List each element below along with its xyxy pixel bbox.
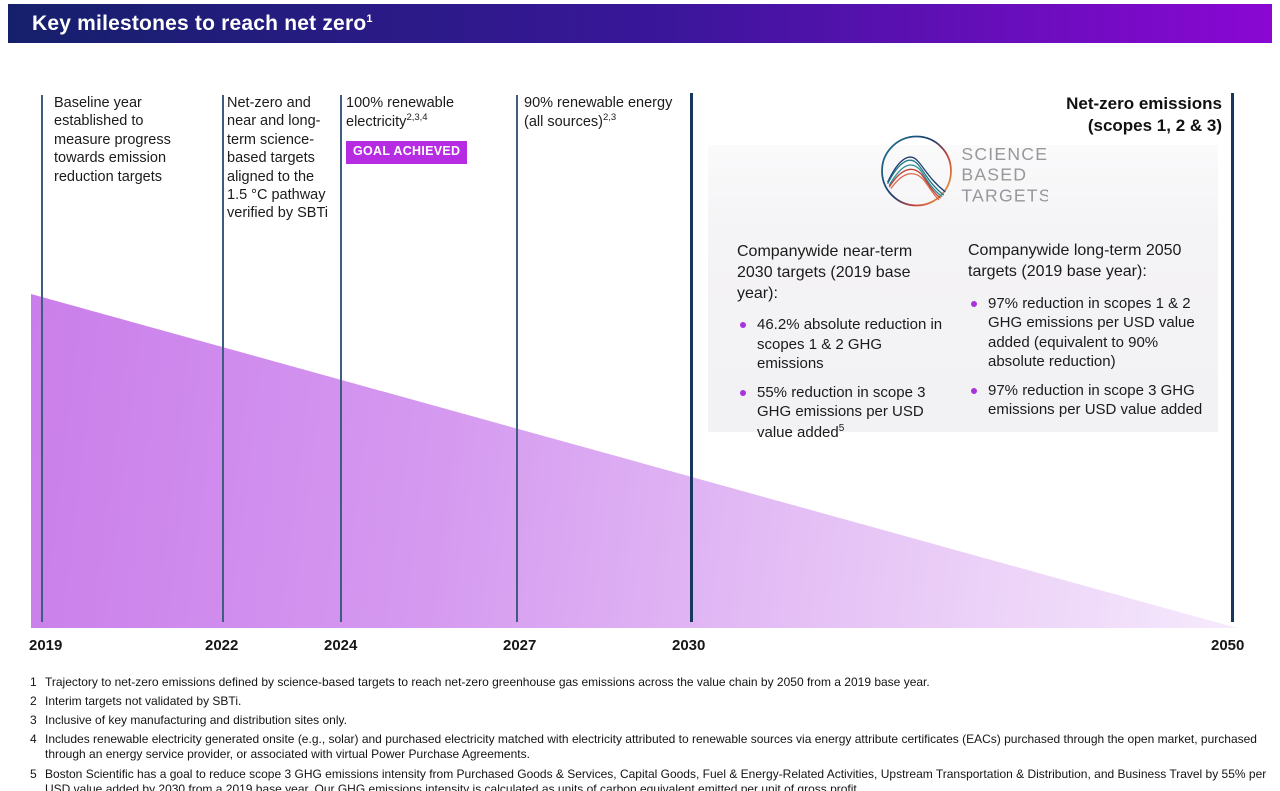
timeline-line-2027 [516, 95, 518, 622]
footnote-4-text: Includes renewable electricity generated… [45, 732, 1257, 762]
footnote-5-text: Boston Scientific has a goal to reduce s… [45, 766, 1267, 791]
footnote-1: 1 Trajectory to net-zero emissions defin… [30, 675, 1270, 690]
footnote-5: 5 Boston Scientific has a goal to reduce… [30, 767, 1270, 791]
timeline-line-2019 [41, 95, 43, 622]
bullet-icon [971, 387, 977, 394]
near-term-bullet-2-footnote-ref: 5 [838, 422, 845, 434]
long-term-bullet-2-text: 97% reduction in scope 3 GHG emissions p… [988, 381, 1203, 419]
net-zero-endpoint-line2: (scopes 1, 2 & 3) [1087, 115, 1222, 135]
timeline-line-2022 [222, 95, 224, 622]
net-zero-endpoint-line1: Net-zero emissions [1066, 94, 1222, 113]
milestone-2022: Net-zero and near and long-term science-… [227, 94, 337, 223]
footnote-2-text: Interim targets not validated by SBTi. [45, 694, 242, 709]
long-term-heading: Companywide long-term 2050 targets (2019… [968, 242, 1182, 280]
year-label-2024: 2024 [324, 637, 358, 654]
milestone-2027-text: 90% renewable energy (all sources) [524, 95, 673, 131]
near-term-bullet-1-value: 46.2% absolute reduction in scopes 1 & 2… [757, 316, 943, 373]
year-label-2050: 2050 [1211, 637, 1245, 654]
milestone-2019-text: Baseline year established to measure pro… [54, 95, 171, 185]
milestone-2019: Baseline year established to measure pro… [54, 94, 184, 186]
year-label-2019: 2019 [29, 637, 63, 654]
page-title-text: Key milestones to reach net zero [32, 11, 367, 35]
milestone-2027-footnote-refs: 2,3 [602, 112, 617, 124]
footnote-3-number: 3 [30, 713, 37, 728]
footnote-2: 2 Interim targets not validated by SBTi. [30, 694, 1270, 709]
near-term-heading: Companywide near-term 2030 targets (2019… [737, 243, 913, 302]
near-term-targets: Companywide near-term 2030 targets (2019… [737, 242, 952, 451]
science-based-targets-logo: SCIENCE BASED TARGETS [881, 135, 1048, 207]
sbt-logo-text-line1: SCIENCE [961, 144, 1048, 164]
footnote-2-number: 2 [30, 694, 37, 709]
sbt-logo-ring [881, 135, 952, 207]
milestone-2027: 90% renewable energy (all sources)2,3 [524, 94, 689, 132]
footnote-3-text: Inclusive of key manufacturing and distr… [45, 713, 347, 728]
net-zero-endpoint-label: Net-zero emissions (scopes 1, 2 & 3) [1066, 93, 1222, 137]
milestone-2024-text: 100% renewable electricity [346, 95, 455, 131]
sbt-logo-waves [887, 156, 946, 201]
near-term-bullet-2: 55% reduction in scope 3 GHG emissions p… [737, 383, 952, 443]
title-footnote-ref: 1 [366, 12, 373, 25]
milestone-2024: 100% renewable electricity2,3,4 GOAL ACH… [346, 94, 471, 164]
milestone-2022-text: Net-zero and near and long-term science-… [227, 95, 328, 222]
timeline-line-2030 [690, 93, 693, 622]
near-term-bullet-2-value: 55% reduction in scope 3 GHG emissions p… [757, 383, 926, 441]
footnote-1-text: Trajectory to net-zero emissions defined… [45, 675, 930, 689]
footnote-4: 4 Includes renewable electricity generat… [30, 732, 1270, 762]
sbt-logo-text-line2: BASED [961, 165, 1027, 185]
timeline-line-2024 [340, 95, 342, 622]
long-term-bullet-2: 97% reduction in scope 3 GHG emissions p… [968, 381, 1218, 420]
bullet-icon [971, 300, 977, 307]
year-label-2022: 2022 [205, 637, 239, 654]
footnote-4-number: 4 [30, 732, 37, 747]
goal-achieved-badge: GOAL ACHIEVED [346, 140, 468, 164]
footnote-3: 3 Inclusive of key manufacturing and dis… [30, 713, 1270, 728]
footnotes: 1 Trajectory to net-zero emissions defin… [30, 675, 1270, 791]
near-term-bullet-1: 46.2% absolute reduction in scopes 1 & 2… [737, 315, 952, 374]
page-title: Key milestones to reach net zero1 [32, 12, 373, 36]
bullet-icon [740, 389, 746, 396]
year-label-2030: 2030 [672, 637, 706, 654]
bullet-icon [740, 322, 746, 329]
header-bar: Key milestones to reach net zero1 [8, 4, 1272, 43]
near-term-bullet-2-text: 55% reduction in scope 3 GHG emissions p… [757, 383, 952, 443]
timeline-line-2050 [1231, 93, 1234, 622]
sbt-logo-text-line3: TARGETS [961, 185, 1048, 205]
long-term-bullet-1: 97% reduction in scopes 1 & 2 GHG emissi… [968, 294, 1218, 372]
near-term-bullet-1-text: 46.2% absolute reduction in scopes 1 & 2… [757, 315, 952, 374]
footnote-5-number: 5 [30, 766, 37, 781]
targets-panel-background [708, 145, 1218, 432]
year-label-2027: 2027 [503, 637, 537, 654]
footnote-1-number: 1 [30, 675, 37, 689]
long-term-targets: Companywide long-term 2050 targets (2019… [968, 241, 1218, 429]
milestone-2024-footnote-refs: 2,3,4 [406, 112, 428, 124]
long-term-bullet-1-text: 97% reduction in scopes 1 & 2 GHG emissi… [988, 294, 1195, 371]
